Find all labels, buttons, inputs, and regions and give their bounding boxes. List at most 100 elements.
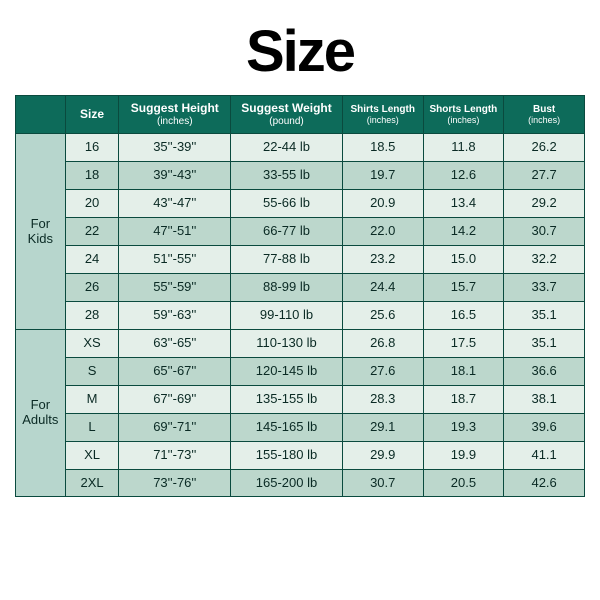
- cell-weight: 77-88 lb: [231, 246, 343, 274]
- cell-bust: 35.1: [504, 329, 585, 357]
- cell-bust: 35.1: [504, 301, 585, 329]
- hdr-weight: Suggest Weight (pound): [231, 96, 343, 134]
- cell-shirts: 30.7: [342, 469, 423, 497]
- cell-height: 35''-39'': [119, 134, 231, 162]
- cell-height: 47''-51'': [119, 218, 231, 246]
- cell-size: 26: [65, 273, 119, 301]
- cell-shorts: 18.7: [423, 385, 504, 413]
- cell-shirts: 29.9: [342, 441, 423, 469]
- cell-size: 28: [65, 301, 119, 329]
- cell-size: 24: [65, 246, 119, 274]
- cell-shorts: 13.4: [423, 190, 504, 218]
- cell-height: 43''-47'': [119, 190, 231, 218]
- cell-shirts: 26.8: [342, 329, 423, 357]
- cell-size: XS: [65, 329, 119, 357]
- cell-size: 2XL: [65, 469, 119, 497]
- cell-bust: 29.2: [504, 190, 585, 218]
- cell-shorts: 19.3: [423, 413, 504, 441]
- cell-weight: 120-145 lb: [231, 357, 343, 385]
- cell-shirts: 23.2: [342, 246, 423, 274]
- hdr-height-main: Suggest Height: [121, 102, 228, 116]
- table-row: L69''-71''145-165 lb29.119.339.6: [16, 413, 585, 441]
- cell-size: 22: [65, 218, 119, 246]
- cell-height: 51''-55'': [119, 246, 231, 274]
- cell-shorts: 15.7: [423, 273, 504, 301]
- cell-height: 73''-76'': [119, 469, 231, 497]
- cell-height: 65''-67'': [119, 357, 231, 385]
- table-row: 2859''-63''99-110 lb25.616.535.1: [16, 301, 585, 329]
- cell-height: 69''-71'': [119, 413, 231, 441]
- hdr-size: Size: [65, 96, 119, 134]
- cell-weight: 110-130 lb: [231, 329, 343, 357]
- cell-height: 67''-69'': [119, 385, 231, 413]
- table-row: 2XL73''-76''165-200 lb30.720.542.6: [16, 469, 585, 497]
- cell-shirts: 27.6: [342, 357, 423, 385]
- table-row: 2043''-47''55-66 lb20.913.429.2: [16, 190, 585, 218]
- cell-height: 39''-43'': [119, 162, 231, 190]
- cell-bust: 30.7: [504, 218, 585, 246]
- hdr-shorts-main: Shorts Length: [426, 104, 502, 116]
- page-title: Size: [246, 19, 354, 84]
- cell-shirts: 18.5: [342, 134, 423, 162]
- cell-weight: 33-55 lb: [231, 162, 343, 190]
- table-row: 2451''-55''77-88 lb23.215.032.2: [16, 246, 585, 274]
- cell-shirts: 22.0: [342, 218, 423, 246]
- hdr-weight-main: Suggest Weight: [233, 102, 340, 116]
- table-row: M67''-69''135-155 lb28.318.738.1: [16, 385, 585, 413]
- hdr-group: [16, 96, 66, 134]
- cell-height: 55''-59'': [119, 273, 231, 301]
- cell-shirts: 29.1: [342, 413, 423, 441]
- cell-weight: 22-44 lb: [231, 134, 343, 162]
- cell-shirts: 24.4: [342, 273, 423, 301]
- cell-bust: 26.2: [504, 134, 585, 162]
- cell-weight: 66-77 lb: [231, 218, 343, 246]
- hdr-height: Suggest Height (inches): [119, 96, 231, 134]
- cell-size: M: [65, 385, 119, 413]
- cell-height: 63''-65'': [119, 329, 231, 357]
- title-container: Size: [0, 0, 600, 95]
- hdr-bust-sub: (inches): [506, 115, 582, 125]
- cell-weight: 55-66 lb: [231, 190, 343, 218]
- cell-height: 71''-73'': [119, 441, 231, 469]
- cell-shorts: 18.1: [423, 357, 504, 385]
- table-row: ForAdultsXS63''-65''110-130 lb26.817.535…: [16, 329, 585, 357]
- cell-bust: 42.6: [504, 469, 585, 497]
- cell-shirts: 19.7: [342, 162, 423, 190]
- cell-bust: 33.7: [504, 273, 585, 301]
- cell-weight: 145-165 lb: [231, 413, 343, 441]
- cell-shorts: 15.0: [423, 246, 504, 274]
- hdr-shorts: Shorts Length (inches): [423, 96, 504, 134]
- table-header: Size Suggest Height (inches) Suggest Wei…: [16, 96, 585, 134]
- cell-shirts: 20.9: [342, 190, 423, 218]
- cell-height: 59''-63'': [119, 301, 231, 329]
- cell-bust: 38.1: [504, 385, 585, 413]
- cell-shorts: 14.2: [423, 218, 504, 246]
- hdr-bust: Bust (inches): [504, 96, 585, 134]
- cell-bust: 36.6: [504, 357, 585, 385]
- cell-size: 18: [65, 162, 119, 190]
- cell-size: XL: [65, 441, 119, 469]
- cell-weight: 135-155 lb: [231, 385, 343, 413]
- table-row: 2247''-51''66-77 lb22.014.230.7: [16, 218, 585, 246]
- table-body: ForKids1635''-39''22-44 lb18.511.826.218…: [16, 134, 585, 497]
- cell-weight: 99-110 lb: [231, 301, 343, 329]
- table-row: ForKids1635''-39''22-44 lb18.511.826.2: [16, 134, 585, 162]
- group-label: ForAdults: [16, 329, 66, 497]
- cell-bust: 41.1: [504, 441, 585, 469]
- cell-weight: 155-180 lb: [231, 441, 343, 469]
- hdr-shorts-sub: (inches): [426, 115, 502, 125]
- cell-shorts: 11.8: [423, 134, 504, 162]
- cell-shorts: 17.5: [423, 329, 504, 357]
- cell-bust: 27.7: [504, 162, 585, 190]
- cell-size: 16: [65, 134, 119, 162]
- cell-bust: 39.6: [504, 413, 585, 441]
- cell-weight: 88-99 lb: [231, 273, 343, 301]
- cell-size: 20: [65, 190, 119, 218]
- table-row: 1839''-43''33-55 lb19.712.627.7: [16, 162, 585, 190]
- size-chart-table: Size Suggest Height (inches) Suggest Wei…: [15, 95, 585, 497]
- group-label: ForKids: [16, 134, 66, 330]
- table-row: S65''-67''120-145 lb27.618.136.6: [16, 357, 585, 385]
- hdr-shirts: Shirts Length (inches): [342, 96, 423, 134]
- cell-shorts: 16.5: [423, 301, 504, 329]
- cell-shirts: 28.3: [342, 385, 423, 413]
